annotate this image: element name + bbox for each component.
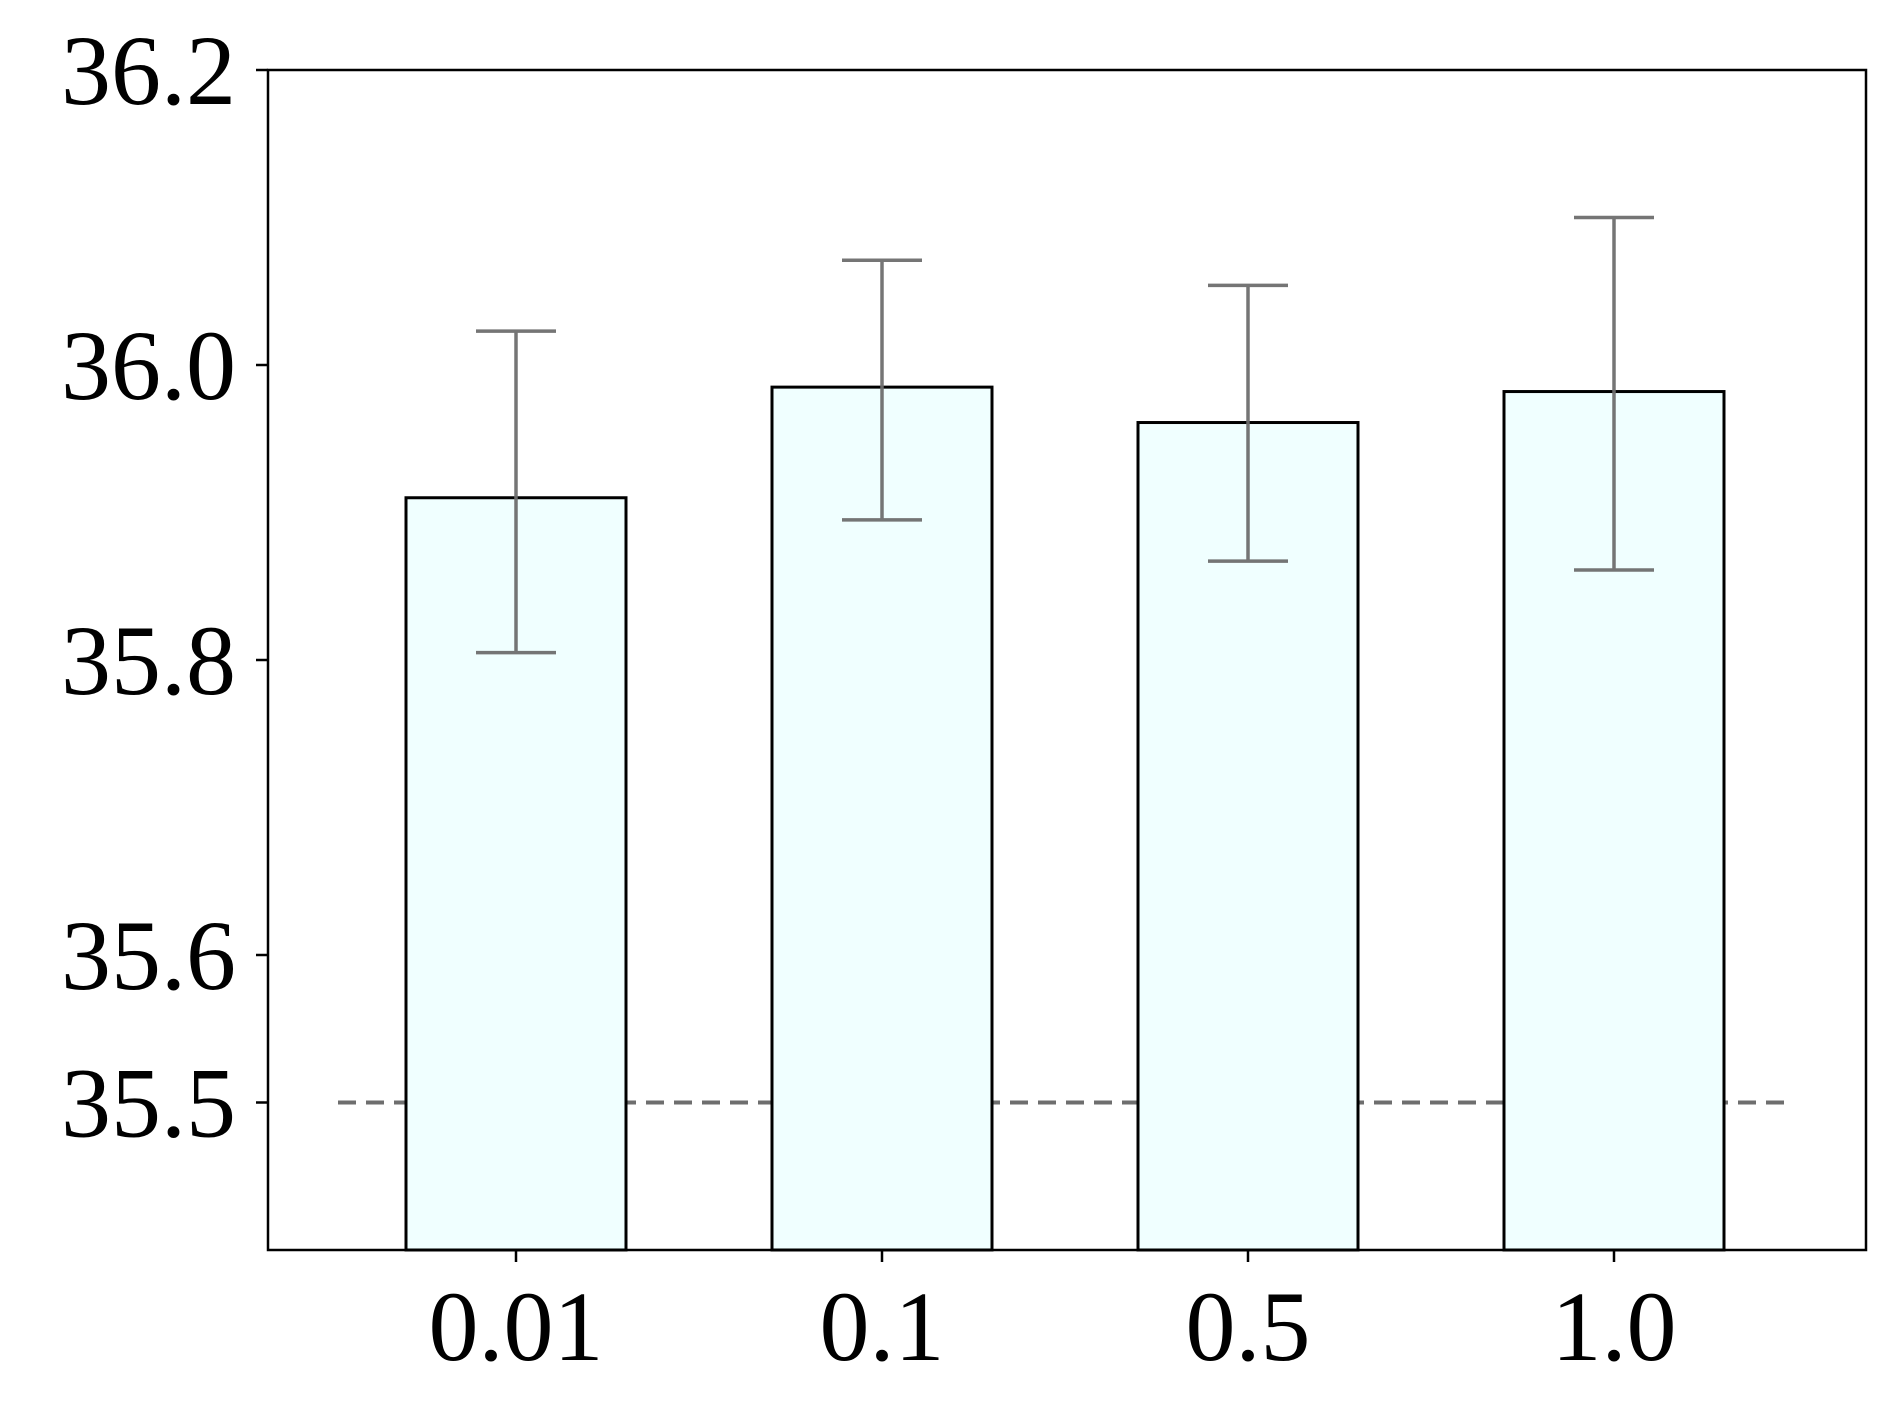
bar-0.1 bbox=[770, 385, 994, 1252]
x-tick-label: 0.1 bbox=[820, 1271, 945, 1382]
tick-labels: 35.5 35.6 35.8 36.0 36.2 0.01 0.1 0.5 1.0 bbox=[61, 15, 1677, 1382]
error-bar-1.0 bbox=[1574, 215, 1654, 572]
axes bbox=[256, 68, 1868, 1262]
error-bar-0.01 bbox=[476, 329, 556, 655]
y-tick-label: 35.6 bbox=[61, 900, 236, 1011]
y-tick-label: 35.8 bbox=[61, 605, 236, 716]
y-tick-label: 36.0 bbox=[61, 310, 236, 421]
y-tick-label: 36.2 bbox=[61, 15, 236, 126]
y-tick-label: 35.5 bbox=[61, 1048, 236, 1159]
x-tick-label: 0.5 bbox=[1186, 1271, 1311, 1382]
error-bar-0.1 bbox=[842, 258, 922, 522]
error-bars bbox=[476, 215, 1654, 655]
error-bar-0.5 bbox=[1208, 283, 1288, 563]
x-tick-label: 0.01 bbox=[429, 1271, 604, 1382]
x-tick-label: 1.0 bbox=[1552, 1271, 1677, 1382]
